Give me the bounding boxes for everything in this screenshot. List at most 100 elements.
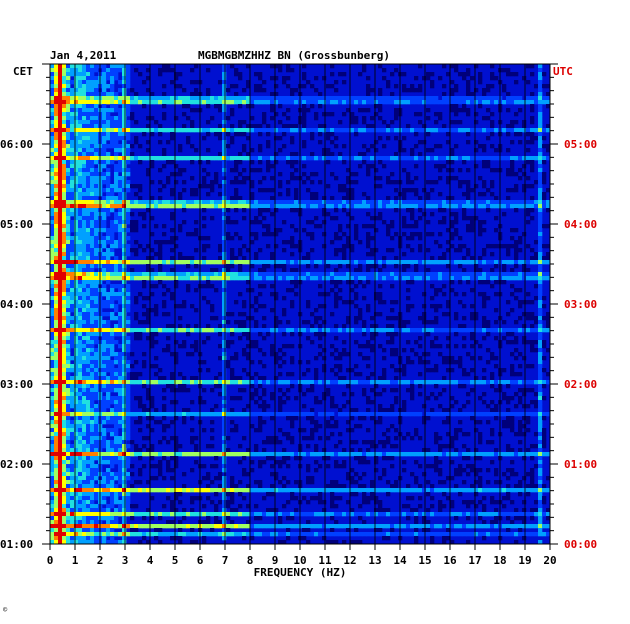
heatmap-cell (78, 328, 83, 333)
heatmap-cell (66, 204, 71, 209)
heatmap-cell (454, 260, 459, 265)
heatmap-cell (338, 364, 343, 369)
heatmap-cell (190, 68, 195, 73)
heatmap-cell (106, 120, 111, 125)
heatmap-cell (94, 248, 99, 253)
heatmap-cell (314, 204, 319, 209)
heatmap-cell (206, 172, 211, 177)
heatmap-cell (514, 208, 519, 213)
heatmap-cell (326, 272, 331, 277)
heatmap-cell (178, 316, 183, 321)
heatmap-cell (290, 136, 295, 141)
heatmap-cell (490, 372, 495, 377)
heatmap-cell (70, 188, 75, 193)
heatmap-cell (94, 104, 99, 109)
heatmap-cell (78, 176, 83, 181)
heatmap-cell (70, 224, 75, 229)
heatmap-cell (218, 256, 223, 261)
heatmap-cell (86, 96, 91, 101)
heatmap-cell (370, 316, 375, 321)
heatmap-cell (310, 104, 315, 109)
heatmap-cell (50, 136, 55, 141)
heatmap-cell (442, 256, 447, 261)
heatmap-cell (122, 312, 127, 317)
heatmap-cell (170, 388, 175, 393)
heatmap-cell (402, 320, 407, 325)
heatmap-cell (546, 204, 551, 209)
heatmap-cell (82, 120, 87, 125)
heatmap-cell (242, 176, 247, 181)
heatmap-cell (274, 320, 279, 325)
heatmap-cell (218, 276, 223, 281)
heatmap-cell (110, 192, 115, 197)
heatmap-cell (86, 284, 91, 289)
heatmap-cell (314, 200, 319, 205)
heatmap-cell (282, 156, 287, 161)
heatmap-cell (342, 404, 347, 409)
heatmap-cell (110, 244, 115, 249)
heatmap-cell (538, 200, 543, 205)
heatmap-cell (94, 200, 99, 205)
heatmap-cell (178, 156, 183, 161)
heatmap-cell (86, 180, 91, 185)
heatmap-cell (158, 368, 163, 373)
heatmap-cell (106, 76, 111, 81)
heatmap-cell (458, 280, 463, 285)
heatmap-cell (538, 68, 543, 73)
heatmap-cell (178, 200, 183, 205)
heatmap-cell (422, 304, 427, 309)
heatmap-cell (302, 260, 307, 265)
heatmap-cell (442, 220, 447, 225)
heatmap-cell (106, 396, 111, 401)
heatmap-cell (118, 228, 123, 233)
heatmap-cell (82, 200, 87, 205)
heatmap-cell (118, 268, 123, 273)
heatmap-cell (390, 180, 395, 185)
heatmap-cell (250, 384, 255, 389)
heatmap-cell (78, 172, 83, 177)
heatmap-cell (330, 132, 335, 137)
heatmap-cell (406, 296, 411, 301)
heatmap-cell (382, 372, 387, 377)
heatmap-cell (146, 244, 151, 249)
heatmap-cell (130, 112, 135, 117)
heatmap-cell (494, 216, 499, 221)
heatmap-cell (50, 300, 55, 305)
heatmap-cell (478, 200, 483, 205)
heatmap-cell (410, 396, 415, 401)
heatmap-cell (494, 292, 499, 297)
heatmap-cell (522, 404, 527, 409)
heatmap-cell (486, 276, 491, 281)
heatmap-cell (354, 236, 359, 241)
heatmap-cell (370, 128, 375, 133)
heatmap-cell (126, 208, 131, 213)
heatmap-cell (206, 200, 211, 205)
heatmap-cell (358, 328, 363, 333)
heatmap-cell (278, 328, 283, 333)
heatmap-cell (110, 64, 115, 69)
heatmap-cell (542, 356, 547, 361)
heatmap-cell (454, 328, 459, 333)
heatmap-cell (242, 216, 247, 221)
heatmap-cell (222, 104, 227, 109)
heatmap-cell (458, 120, 463, 125)
heatmap-cell (370, 348, 375, 353)
heatmap-cell (66, 132, 71, 137)
heatmap-cell (286, 68, 291, 73)
heatmap-cell (58, 172, 63, 177)
heatmap-cell (278, 264, 283, 269)
heatmap-cell (58, 104, 63, 109)
heatmap-cell (102, 288, 107, 293)
heatmap-cell (54, 264, 59, 269)
heatmap-cell (534, 240, 539, 245)
heatmap-cell (102, 328, 107, 333)
heatmap-cell (514, 252, 519, 257)
heatmap-cell (454, 88, 459, 93)
heatmap-cell (66, 184, 71, 189)
heatmap-cell (50, 112, 55, 117)
heatmap-cell (434, 96, 439, 101)
heatmap-cell (326, 204, 331, 209)
heatmap-cell (210, 128, 215, 133)
heatmap-cell (538, 248, 543, 253)
heatmap-cell (246, 276, 251, 281)
